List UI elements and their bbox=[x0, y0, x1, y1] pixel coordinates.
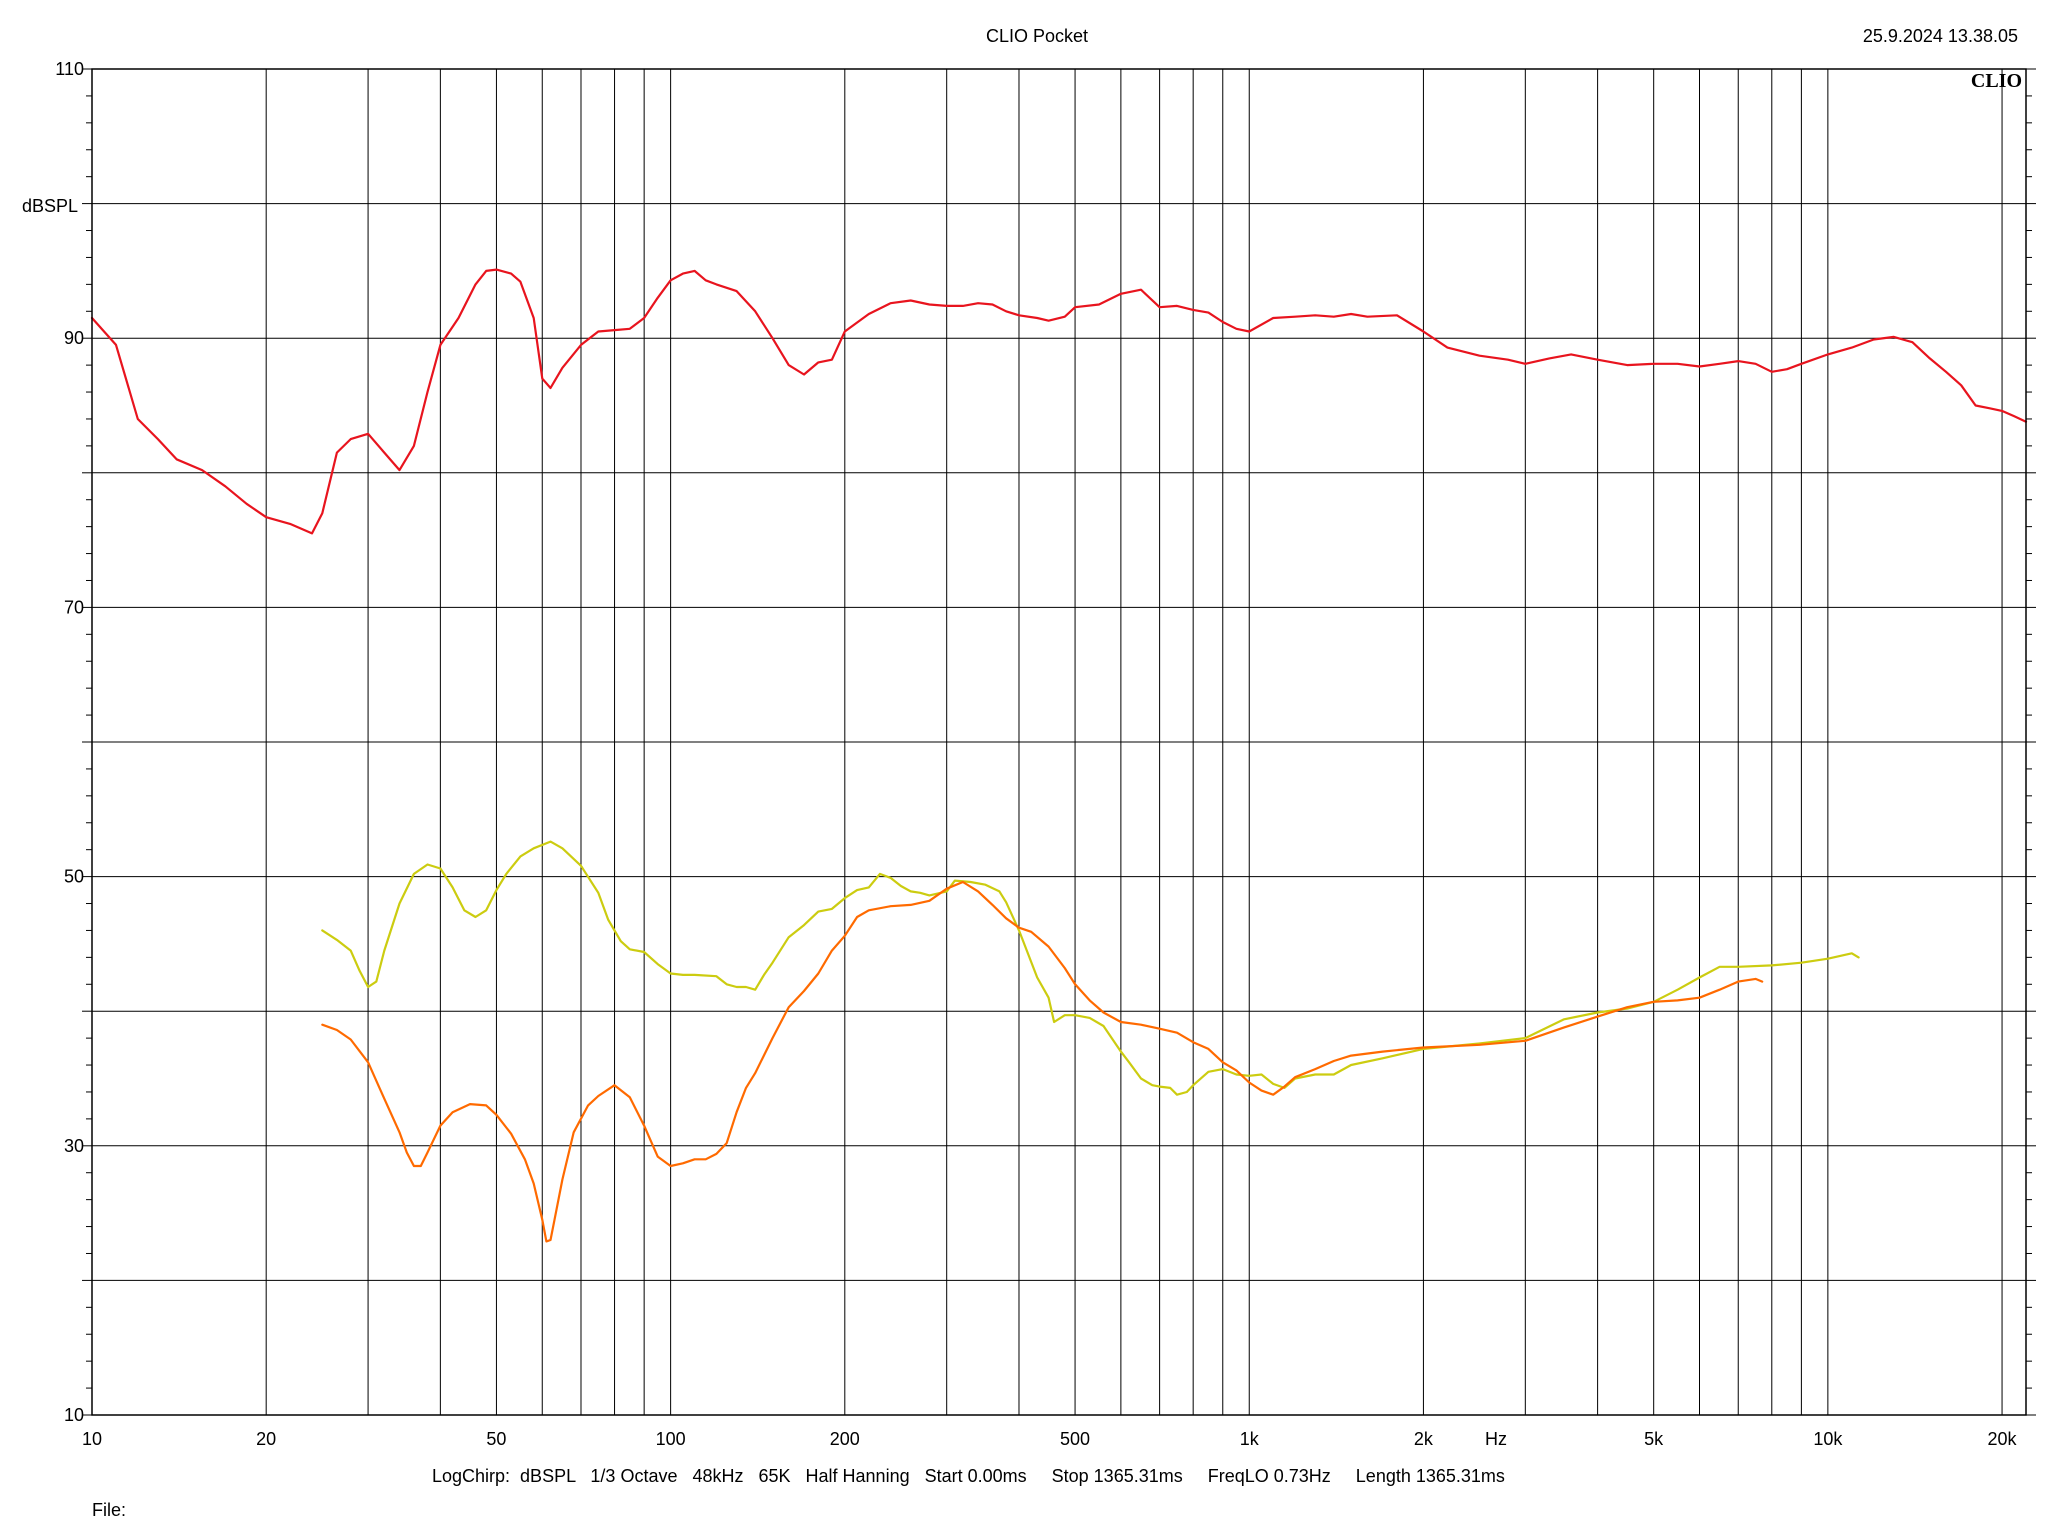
x-tick-label: 10k bbox=[1813, 1429, 1843, 1449]
series-line-1 bbox=[90, 268, 2028, 535]
measurement-settings: LogChirp: dBSPL 1/3 Octave 48kHz 65K Hal… bbox=[432, 1466, 1505, 1486]
y-tick-label: 10 bbox=[64, 1405, 84, 1425]
x-tick-label: 10 bbox=[82, 1429, 102, 1449]
x-tick-label: 50 bbox=[486, 1429, 506, 1449]
x-tick-label: 200 bbox=[830, 1429, 860, 1449]
grid bbox=[92, 69, 2026, 1415]
y-tick-label: 70 bbox=[64, 597, 84, 617]
x-tick-label: 5k bbox=[1644, 1429, 1664, 1449]
x-tick-label: 500 bbox=[1060, 1429, 1090, 1449]
x-tick-labels: 10 20 50 100 200 500 1k 2k 5k 10k 20k bbox=[82, 1429, 2018, 1449]
y-tick-label: 90 bbox=[64, 328, 84, 348]
y-tick-label: 30 bbox=[64, 1136, 84, 1156]
x-tick-label: 100 bbox=[656, 1429, 686, 1449]
timestamp: 25.9.2024 13.38.05 bbox=[1863, 26, 2018, 46]
y-axis-label: dBSPL bbox=[22, 196, 78, 216]
axis-ticks bbox=[82, 68, 2036, 1416]
app-title: CLIO Pocket bbox=[986, 26, 1088, 46]
x-tick-label: 20 bbox=[256, 1429, 276, 1449]
plot-frame bbox=[91, 68, 2027, 1416]
series-line-3 bbox=[321, 880, 1764, 1243]
x-tick-label: 2k bbox=[1414, 1429, 1434, 1449]
x-tick-label: 20k bbox=[1988, 1429, 2018, 1449]
y-tick-label: 110 bbox=[55, 59, 84, 79]
y-tick-labels: 10 30 50 70 90 110 bbox=[55, 59, 84, 1425]
series-line-2 bbox=[321, 840, 1860, 1096]
clio-brand-mark: CLIO bbox=[1971, 70, 2022, 92]
x-axis-label: Hz bbox=[1485, 1429, 1507, 1449]
series-group bbox=[90, 268, 2028, 1243]
file-label: File: bbox=[92, 1500, 126, 1520]
y-tick-label: 50 bbox=[64, 867, 84, 887]
x-tick-label: 1k bbox=[1240, 1429, 1260, 1449]
